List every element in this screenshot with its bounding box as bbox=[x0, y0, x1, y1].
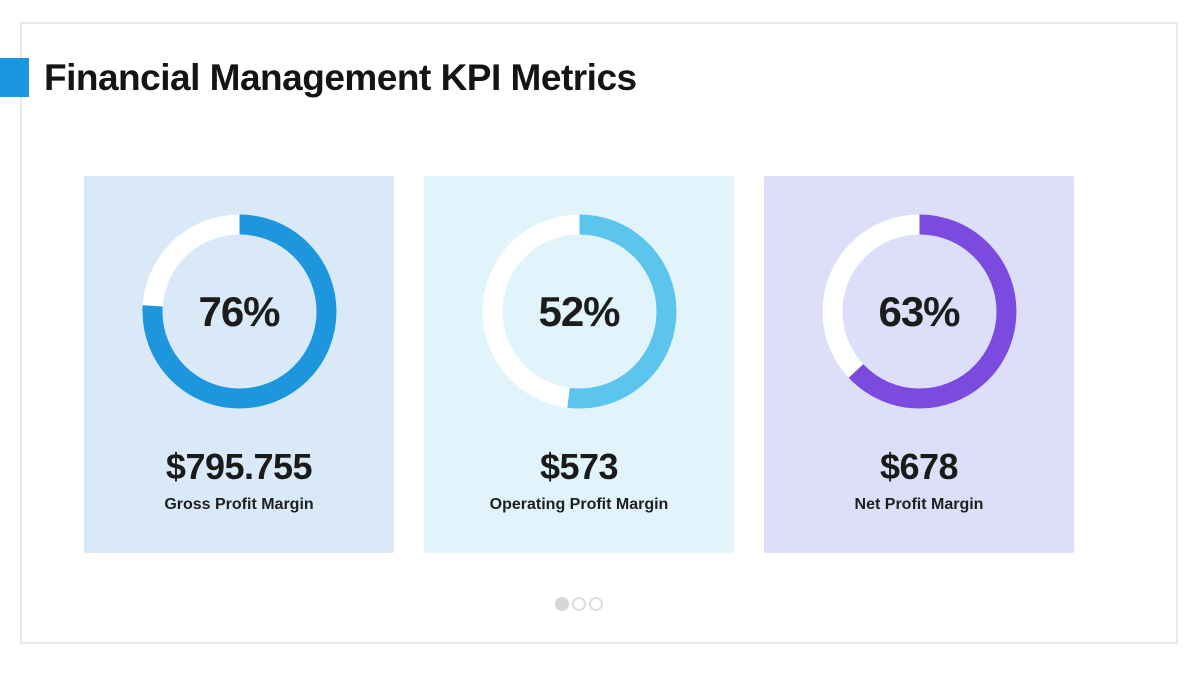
kpi-metric-label: Net Profit Margin bbox=[854, 496, 984, 513]
carousel-dot-1[interactable] bbox=[555, 597, 569, 611]
carousel-dot-3[interactable] bbox=[589, 597, 603, 611]
kpi-metric-label: Gross Profit Margin bbox=[164, 496, 314, 513]
kpi-cards-row: 76% $795.755 Gross Profit Margin 52% $57… bbox=[84, 176, 1074, 553]
donut-chart-operating-profit-margin: 52% bbox=[482, 214, 677, 409]
kpi-dollar-value: $795.755 bbox=[165, 446, 313, 487]
carousel-dot-2[interactable] bbox=[572, 597, 586, 611]
kpi-dollar-value: $573 bbox=[539, 446, 619, 487]
page-title: Financial Management KPI Metrics bbox=[44, 57, 637, 98]
donut-ring-svg bbox=[482, 214, 676, 409]
donut-chart-gross-profit-margin: 76% bbox=[142, 214, 337, 409]
carousel-dots bbox=[555, 597, 603, 611]
donut-ring-svg bbox=[822, 214, 1016, 409]
kpi-dollar-value: $678 bbox=[879, 446, 959, 487]
kpi-card-net-profit-margin: 63% $678 Net Profit Margin bbox=[764, 176, 1074, 553]
kpi-card-gross-profit-margin: 76% $795.755 Gross Profit Margin bbox=[84, 176, 394, 553]
kpi-metric-label: Operating Profit Margin bbox=[489, 496, 669, 513]
donut-chart-net-profit-margin: 63% bbox=[822, 214, 1017, 409]
kpi-card-operating-profit-margin: 52% $573 Operating Profit Margin bbox=[424, 176, 734, 553]
percent-value: 76% bbox=[198, 287, 280, 335]
percent-value: 63% bbox=[878, 287, 960, 335]
percent-value: 52% bbox=[538, 287, 620, 335]
title-accent-square bbox=[0, 58, 29, 97]
donut-ring-svg bbox=[142, 214, 336, 409]
